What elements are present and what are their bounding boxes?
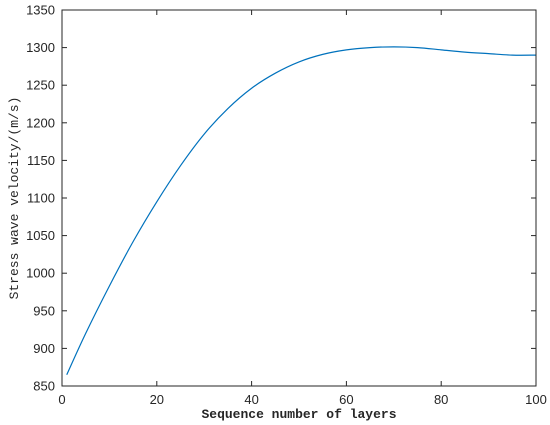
- series-line: [66, 46, 537, 375]
- x-axis-title: Sequence number of layers: [201, 407, 396, 422]
- y-tick-label: 1050: [26, 228, 55, 243]
- y-tick-label: 1100: [27, 191, 55, 206]
- plot-area-frame: [61, 9, 537, 387]
- x-tick-label: 40: [244, 392, 258, 407]
- x-tick-label: 60: [339, 392, 353, 407]
- x-tick-label: 80: [434, 392, 448, 407]
- x-tick-label: 100: [525, 392, 547, 407]
- y-tick-label: 1200: [26, 115, 55, 130]
- y-tick-label: 950: [33, 303, 55, 318]
- y-tick-label: 900: [33, 341, 55, 356]
- y-tick-label: 1250: [26, 78, 55, 93]
- labels-layer: 0 20 40 60 80 100 850 900 950 1000 1050 1100 1150 120…: [26, 3, 547, 408]
- y-tick-label: 850: [33, 379, 55, 394]
- y-tick-label: 1300: [26, 40, 55, 55]
- y-tick-label: 1150: [27, 153, 55, 168]
- y-tick-label: 1350: [26, 3, 55, 18]
- y-tick-label: 1000: [26, 266, 55, 281]
- ticks-layer: [61, 9, 537, 387]
- x-tick-label: 0: [58, 392, 65, 407]
- x-tick-label: 20: [150, 392, 164, 407]
- y-axis-title: Stress wave velocity/(m/s): [7, 97, 22, 300]
